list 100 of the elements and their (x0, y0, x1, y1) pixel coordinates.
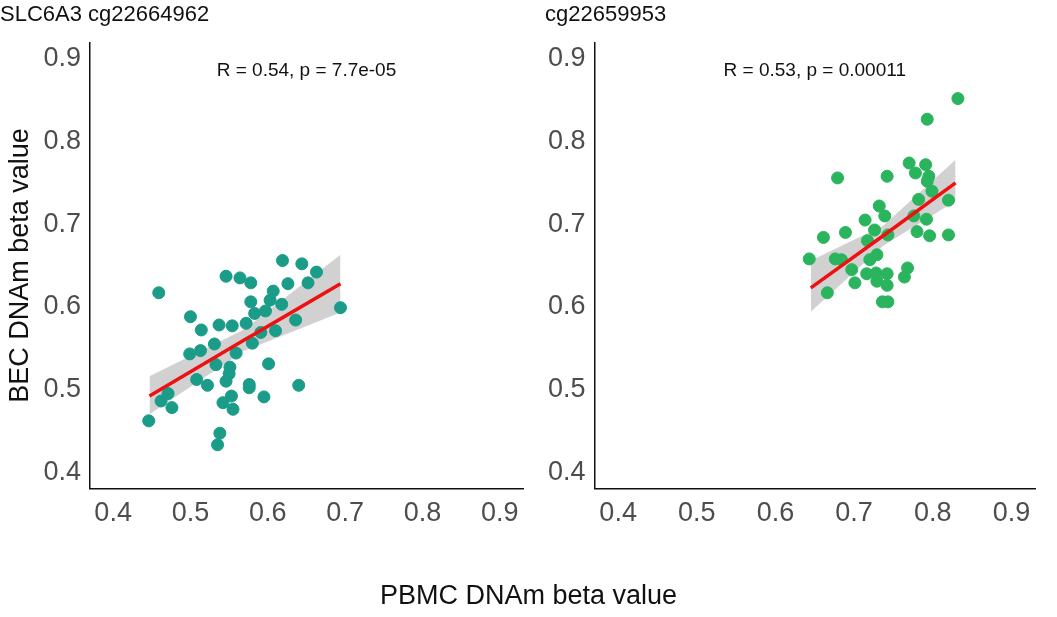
point (165, 401, 179, 415)
point (269, 324, 283, 338)
point (211, 438, 225, 452)
point (902, 156, 916, 170)
point (262, 357, 276, 371)
point (152, 286, 166, 300)
point (919, 158, 933, 172)
point (912, 192, 926, 206)
point (209, 358, 223, 372)
y-axis-title: BEC DNAm beta value (3, 128, 34, 403)
point (244, 276, 258, 290)
x-tick-label: 0.5 (678, 497, 716, 528)
point (310, 265, 324, 279)
point (216, 396, 230, 410)
y-tick-label: 0.5 (43, 372, 81, 403)
point (200, 378, 214, 392)
x-tick-label: 0.7 (835, 497, 873, 528)
x-tick-label: 0.6 (249, 497, 287, 528)
point (226, 402, 240, 416)
y-tick-label: 0.6 (547, 290, 586, 321)
point (219, 269, 233, 283)
point (275, 254, 289, 268)
y-tick-label: 0.7 (43, 207, 81, 238)
point (845, 263, 859, 277)
point (154, 394, 168, 408)
y-tick-label: 0.6 (43, 290, 81, 321)
x-tick-label: 0.7 (326, 497, 364, 528)
x-tick-label: 0.4 (94, 497, 132, 528)
point (816, 230, 830, 244)
x-axis-title: PBMC DNAm beta value (378, 580, 679, 611)
point (295, 257, 309, 271)
point (233, 271, 247, 285)
point (919, 212, 933, 226)
point (858, 213, 872, 227)
point (257, 390, 271, 404)
x-tick-label: 0.5 (171, 497, 210, 528)
point (289, 313, 303, 327)
x-tick-label: 0.6 (756, 497, 795, 528)
point (923, 229, 937, 243)
point (941, 228, 955, 242)
point (224, 389, 238, 403)
point (194, 323, 208, 337)
point (142, 414, 156, 428)
point (868, 223, 882, 237)
point (910, 225, 924, 239)
point (207, 337, 221, 351)
point (248, 306, 262, 320)
point (872, 199, 886, 213)
point (275, 297, 289, 311)
point (925, 184, 939, 198)
point (920, 112, 934, 126)
point (301, 276, 315, 290)
x-tick-label: 0.8 (403, 497, 442, 528)
point (213, 426, 227, 440)
point (897, 270, 911, 284)
point (838, 225, 852, 239)
point (258, 304, 272, 318)
point (212, 318, 226, 332)
point (225, 319, 239, 333)
point (281, 277, 295, 291)
y-tick-label: 0.7 (547, 207, 586, 238)
point (880, 169, 894, 183)
point (190, 373, 204, 387)
x-tick-label: 0.9 (481, 497, 519, 528)
annotation: R = 0.54, p = 7.7e-05 (216, 58, 397, 80)
point (183, 347, 197, 361)
point (244, 295, 258, 309)
point (941, 193, 955, 207)
chart-title: cg22659953 (545, 1, 667, 27)
point (183, 310, 197, 324)
y-tick-label: 0.9 (43, 42, 81, 73)
point (239, 316, 253, 330)
point (951, 92, 965, 106)
point (848, 276, 862, 290)
point (870, 274, 884, 288)
point (880, 278, 894, 292)
x-tick-label: 0.4 (599, 497, 637, 528)
point (880, 267, 894, 281)
point (245, 336, 259, 350)
point (831, 171, 845, 185)
point (908, 166, 922, 180)
point (194, 344, 208, 358)
y-tick-label: 0.4 (547, 455, 586, 486)
y-tick-label: 0.8 (43, 125, 81, 156)
y-tick-label: 0.4 (43, 455, 81, 486)
chart-title: SLC6A3 cg22664962 (0, 1, 210, 27)
y-tick-label: 0.5 (547, 372, 586, 403)
annotation: R = 0.53, p = 0.00011 (723, 58, 906, 80)
point (229, 346, 243, 360)
point (219, 374, 233, 388)
point (820, 286, 834, 300)
x-tick-label: 0.8 (913, 497, 952, 528)
point (878, 209, 892, 223)
point (802, 252, 816, 266)
y-tick-label: 0.9 (547, 42, 586, 73)
point (863, 253, 877, 267)
point (263, 293, 277, 307)
y-tick-label: 0.8 (547, 125, 586, 156)
point (333, 301, 347, 315)
point (292, 378, 306, 392)
